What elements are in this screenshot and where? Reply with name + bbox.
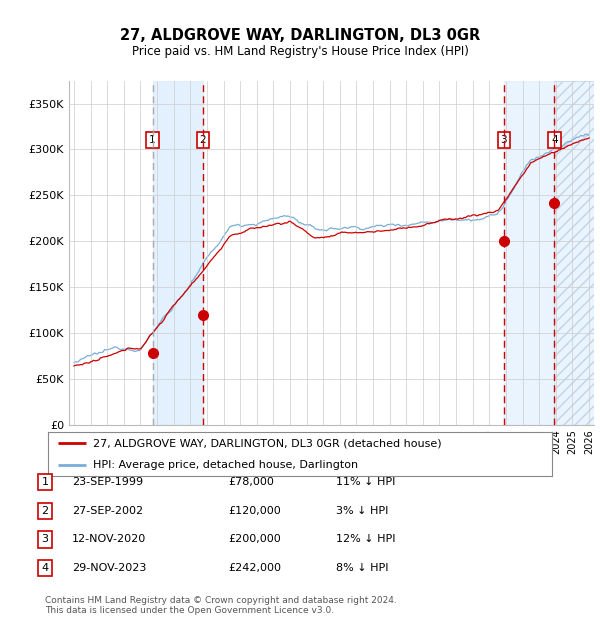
Text: 3% ↓ HPI: 3% ↓ HPI [336, 506, 388, 516]
Text: 23-SEP-1999: 23-SEP-1999 [72, 477, 143, 487]
Text: 4: 4 [41, 563, 49, 573]
Text: £242,000: £242,000 [228, 563, 281, 573]
Text: 27, ALDGROVE WAY, DARLINGTON, DL3 0GR (detached house): 27, ALDGROVE WAY, DARLINGTON, DL3 0GR (d… [94, 438, 442, 448]
Text: 1: 1 [41, 477, 49, 487]
Text: 12-NOV-2020: 12-NOV-2020 [72, 534, 146, 544]
Text: 1: 1 [149, 135, 156, 145]
Text: Price paid vs. HM Land Registry's House Price Index (HPI): Price paid vs. HM Land Registry's House … [131, 45, 469, 58]
Bar [504, 81, 598, 425]
Bar [152, 81, 203, 425]
Text: £200,000: £200,000 [228, 534, 281, 544]
Text: Contains HM Land Registry data © Crown copyright and database right 2024.
This d: Contains HM Land Registry data © Crown c… [45, 596, 397, 615]
Text: 29-NOV-2023: 29-NOV-2023 [72, 563, 146, 573]
Text: 2: 2 [199, 135, 206, 145]
Text: 2: 2 [41, 506, 49, 516]
Text: 4: 4 [551, 135, 557, 145]
Text: 8% ↓ HPI: 8% ↓ HPI [336, 563, 389, 573]
Text: 12% ↓ HPI: 12% ↓ HPI [336, 534, 395, 544]
Text: 3: 3 [41, 534, 49, 544]
Text: £120,000: £120,000 [228, 506, 281, 516]
Text: HPI: Average price, detached house, Darlington: HPI: Average price, detached house, Darl… [94, 459, 358, 469]
Text: 3: 3 [500, 135, 507, 145]
Text: 27, ALDGROVE WAY, DARLINGTON, DL3 0GR: 27, ALDGROVE WAY, DARLINGTON, DL3 0GR [120, 28, 480, 43]
Text: 27-SEP-2002: 27-SEP-2002 [72, 506, 143, 516]
Bar [554, 81, 598, 425]
Text: 11% ↓ HPI: 11% ↓ HPI [336, 477, 395, 487]
Text: £78,000: £78,000 [228, 477, 274, 487]
